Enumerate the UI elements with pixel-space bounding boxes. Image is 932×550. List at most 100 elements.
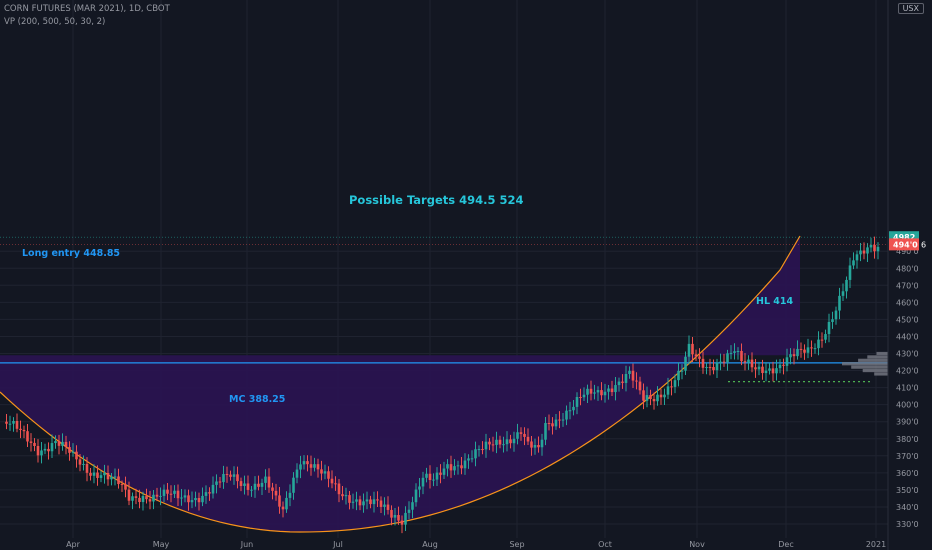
candle-body: [824, 334, 827, 340]
hl-label: HL 414: [756, 296, 794, 307]
candle-body: [271, 487, 274, 491]
y-tick-label: 410'0: [896, 384, 919, 393]
candle-body: [456, 465, 460, 467]
candle-body: [145, 496, 148, 500]
candle-body: [831, 319, 834, 322]
candle-body: [656, 394, 659, 402]
candle-body: [152, 494, 155, 502]
candle-body: [740, 350, 743, 362]
candle-body: [558, 419, 561, 421]
x-tick-label: 2021: [866, 540, 886, 549]
candle-body: [593, 392, 596, 394]
candle-body: [379, 500, 383, 507]
candle-body: [708, 367, 712, 369]
candle-body: [484, 441, 488, 450]
y-tick-label: 450'0: [896, 315, 919, 324]
candle-body: [239, 481, 243, 486]
candle-body: [673, 380, 677, 387]
candle-body: [5, 421, 8, 424]
candle-body: [834, 310, 838, 320]
candle-body: [348, 495, 351, 503]
candle-body: [726, 353, 729, 363]
candle-body: [365, 499, 369, 502]
candle-body: [344, 495, 348, 497]
candle-body: [411, 502, 414, 510]
candle-body: [442, 468, 446, 475]
candle-body: [505, 439, 509, 445]
candle-body: [138, 497, 141, 503]
volume-profile: [842, 351, 888, 376]
y-tick-label: 390'0: [896, 418, 919, 427]
candle-body: [92, 472, 96, 476]
candle-body: [285, 497, 288, 510]
candle-body: [638, 381, 642, 391]
candle-body: [218, 481, 222, 483]
candle-body: [211, 484, 215, 494]
candle-body: [852, 260, 855, 266]
candle-body: [232, 474, 236, 477]
x-tick-label: Oct: [598, 540, 612, 549]
symbol-title: CORN FUTURES (MAR 2021), 1D, CBOT: [4, 4, 170, 14]
price-tag-label: 4982: [893, 233, 915, 242]
candle-body: [428, 473, 432, 481]
currency-badge[interactable]: USX: [897, 3, 924, 14]
x-tick-label: Jun: [240, 540, 254, 549]
indicator-label[interactable]: VP (200, 500, 50, 30, 2): [4, 17, 106, 27]
candle-body: [551, 423, 554, 427]
candle-body: [148, 499, 152, 502]
candle-body: [82, 463, 85, 465]
candle-body: [652, 399, 656, 402]
candle-body: [516, 432, 519, 439]
candle-body: [71, 451, 75, 453]
candle-body: [306, 461, 309, 465]
candle-body: [166, 489, 169, 494]
candle-body: [572, 406, 575, 411]
candle-body: [54, 441, 57, 444]
candle-body: [666, 386, 670, 395]
candle-body: [127, 489, 131, 501]
candle-body: [796, 348, 799, 357]
candle-body: [176, 490, 180, 499]
candle-body: [453, 466, 456, 471]
candle-body: [15, 421, 19, 429]
candle-body: [236, 474, 239, 482]
candle-body: [502, 444, 505, 446]
candle-body: [705, 367, 708, 369]
candle-body: [512, 438, 516, 444]
candle-body: [621, 381, 624, 383]
cup-fill-region: [0, 236, 800, 532]
candle-body: [96, 472, 99, 478]
candle-body: [859, 250, 862, 255]
candle-body: [190, 500, 194, 503]
candle-body: [554, 419, 558, 427]
candle-body: [775, 368, 778, 374]
candle-body: [337, 483, 341, 495]
candle-body: [432, 479, 435, 481]
candle-body: [722, 361, 726, 363]
candle-body: [33, 442, 36, 446]
price-tag[interactable]: [889, 238, 919, 251]
candle-body: [631, 370, 635, 381]
x-tick-label: Nov: [689, 540, 705, 549]
candle-body: [274, 490, 278, 496]
candle-body: [68, 447, 71, 453]
candle-body: [495, 439, 498, 445]
candle-body: [579, 397, 582, 399]
candle-body: [803, 349, 806, 353]
time-axis[interactable]: Apr May Jun Jul Aug Sep Oct Nov Dec 2021: [66, 540, 886, 549]
candle-body: [351, 501, 355, 503]
candle-body: [446, 464, 449, 469]
candle-body: [141, 496, 145, 503]
candle-body: [330, 478, 334, 484]
candle-body: [754, 367, 757, 370]
candle-body: [89, 472, 92, 476]
candle-body: [523, 433, 526, 437]
candle-body: [680, 370, 684, 372]
candle-body: [386, 504, 390, 510]
candle-body: [393, 514, 397, 518]
candle-body: [85, 463, 89, 473]
x-tick-label: Aug: [422, 540, 438, 549]
candle-body: [586, 388, 589, 395]
